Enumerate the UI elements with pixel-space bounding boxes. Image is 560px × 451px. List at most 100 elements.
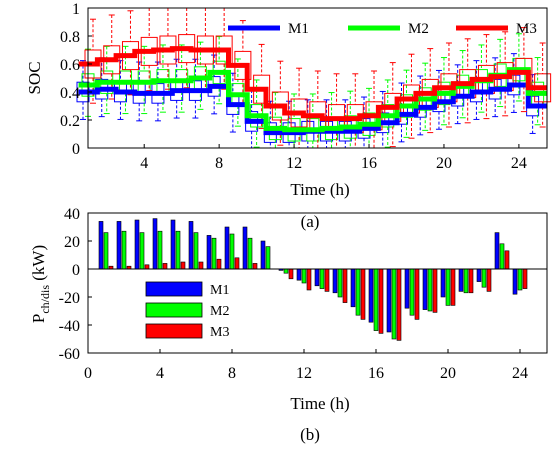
soc-legend-label-m1: M1	[288, 21, 309, 37]
soc-x-tick-label: 12	[286, 155, 302, 172]
power-bar-m1	[404, 268, 410, 309]
power-bar-m3	[450, 268, 456, 306]
soc-y-tick-label: 0	[72, 141, 80, 158]
power-bar-m3	[486, 268, 492, 292]
soc-x-tick-label: 16	[361, 155, 377, 172]
power-bar-m1	[386, 268, 392, 333]
power-bar-m1	[476, 268, 482, 282]
soc-plot-frame	[87, 7, 548, 149]
power-bar-m3	[234, 257, 240, 270]
power-bar-m2	[463, 268, 469, 294]
power-x-tick-label: 16	[368, 365, 384, 382]
power-bar-m2	[103, 232, 109, 270]
power-bar-m1	[152, 218, 158, 270]
power-bar-m1	[458, 268, 464, 292]
power-bar-m3	[216, 258, 222, 270]
power-bar-m3	[324, 268, 330, 292]
power-legend-swatch-m2	[145, 302, 203, 318]
power-bar-m2	[175, 230, 181, 270]
power-bar-m3	[198, 261, 204, 270]
power-y-tick-label: 20	[64, 234, 80, 251]
power-bar-m3	[252, 263, 258, 270]
power-bar-m2	[157, 230, 163, 270]
power-bar-m2	[499, 243, 505, 270]
soc-y-tick-label: 0.8	[60, 29, 80, 46]
soc-x-tick-label: 24	[511, 155, 527, 172]
soc-x-axis-label: Time (h)	[290, 180, 349, 199]
power-bar-m2	[445, 268, 451, 306]
power-bar-m2	[139, 232, 145, 270]
power-bar-m3	[432, 268, 438, 313]
soc-x-tick-label: 8	[215, 155, 223, 172]
power-bar-m3	[144, 264, 150, 270]
power-bar-m3	[162, 263, 168, 270]
power-x-tick-label: 24	[512, 365, 528, 382]
power-bar-m2	[319, 268, 325, 289]
power-bar-m1	[170, 219, 176, 270]
power-bar-m1	[188, 221, 194, 270]
soc-y-axis-label: SOC	[25, 61, 44, 94]
power-bar-m1	[368, 268, 374, 323]
power-bar-m2	[301, 268, 307, 284]
soc-y-tick-label: 0.6	[60, 57, 80, 74]
power-y-axis-label: Pch/dis (kW)	[29, 245, 52, 323]
power-x-tick-label: 12	[296, 365, 312, 382]
power-bar-m3	[504, 250, 510, 270]
power-subtitle: (b)	[300, 425, 320, 444]
soc-legend: M1 M2 M3	[228, 21, 537, 37]
power-legend-swatch-m1	[145, 281, 203, 297]
power-bar-m3	[360, 268, 366, 320]
soc-legend-label-m2: M2	[408, 21, 429, 37]
power-bar-m2	[481, 268, 487, 288]
power-bar-m2	[265, 246, 271, 270]
power-legend-label-m1: M1	[210, 283, 229, 298]
soc-y-tick-label: 1	[72, 1, 80, 18]
power-bar-m2	[193, 232, 199, 270]
power-panel: 0 4 8 12 16 20 24 -60 -40 -20 0 20 40 M1 M2 M3 Time (h…	[29, 206, 548, 444]
power-bar-m3	[342, 268, 348, 303]
power-y-tick-label: -60	[59, 346, 80, 363]
power-legend: M1 M2 M3	[145, 281, 229, 340]
soc-x-tick-label: 4	[140, 155, 148, 172]
power-bar-m1	[242, 226, 248, 270]
power-bar-m1	[98, 221, 104, 270]
soc-series-lines	[78, 46, 547, 136]
power-bar-m2	[121, 230, 127, 270]
power-y-tick-label: -40	[59, 318, 80, 335]
power-bar-m2	[517, 268, 523, 291]
power-bar-m2	[337, 268, 343, 298]
power-bar-m2	[355, 268, 361, 316]
power-bar-m2	[409, 268, 415, 316]
power-x-tick-label: 4	[156, 365, 164, 382]
power-bar-m1	[512, 268, 518, 295]
soc-x-tick-label: 20	[436, 155, 452, 172]
power-bar-m3	[306, 268, 312, 291]
power-x-tick-label: 0	[84, 365, 92, 382]
power-bar-m1	[494, 232, 500, 270]
power-bar-m2	[247, 237, 253, 270]
power-x-tick-label: 20	[440, 365, 456, 382]
power-x-axis-label: Time (h)	[290, 394, 349, 413]
soc-line-m3	[78, 46, 547, 122]
soc-legend-label-m3: M3	[516, 21, 537, 37]
power-bars	[98, 218, 528, 341]
power-bar-m1	[440, 268, 446, 298]
power-bar-m1	[332, 268, 338, 294]
power-bar-m3	[414, 268, 420, 320]
soc-subtitle: (a)	[301, 212, 320, 231]
power-bar-m3	[288, 268, 294, 280]
power-y-tick-label: 0	[72, 262, 80, 279]
power-bar-m3	[468, 268, 474, 294]
power-bar-m1	[314, 268, 320, 287]
power-bar-m2	[391, 268, 397, 340]
soc-y-tick-label: 0.4	[60, 85, 80, 102]
power-legend-label-m3: M3	[210, 325, 229, 340]
power-bar-m2	[229, 233, 235, 270]
power-bar-m1	[134, 219, 140, 270]
power-bar-m1	[422, 268, 428, 310]
power-x-tick-label: 8	[228, 365, 236, 382]
power-bar-m1	[224, 226, 230, 270]
power-plot-frame	[87, 212, 548, 354]
power-bar-m3	[180, 261, 186, 270]
